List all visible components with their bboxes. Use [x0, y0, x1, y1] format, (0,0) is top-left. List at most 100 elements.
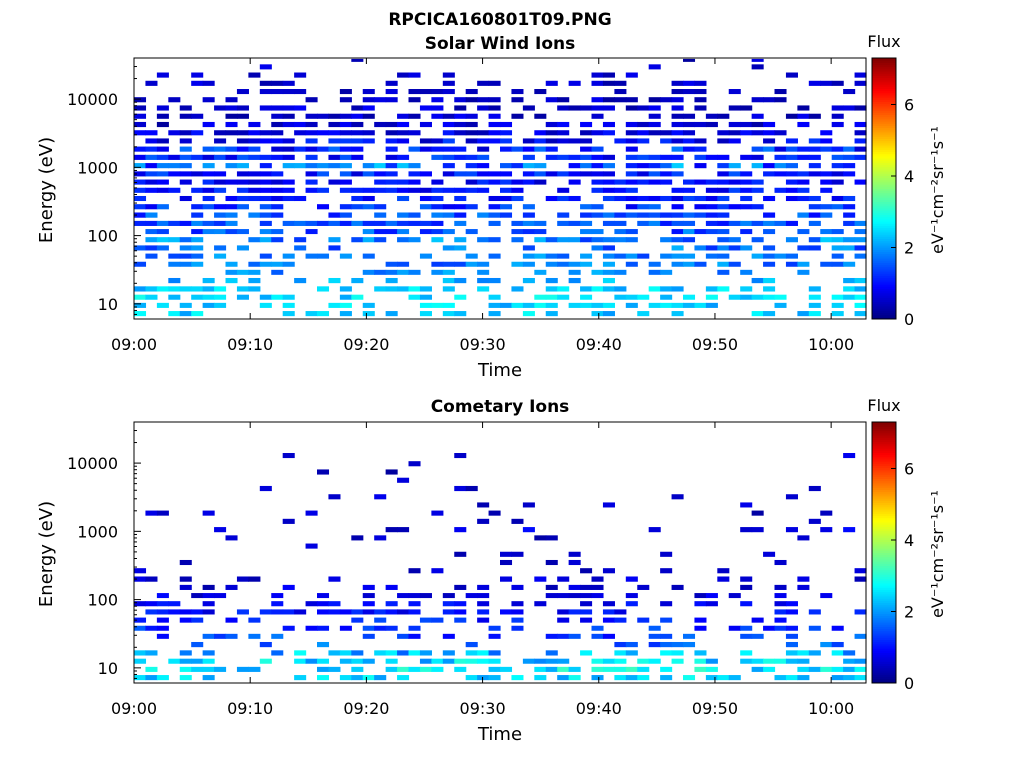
- colorbar-swatch: [872, 624, 896, 627]
- spectrogram-cell: [763, 277, 776, 284]
- spectrogram-cell: [454, 485, 467, 492]
- spectrogram-cell: [145, 229, 158, 235]
- spectrogram-cell: [694, 617, 707, 623]
- spectrogram-cell: [602, 633, 615, 639]
- spectrogram-cell: [202, 204, 215, 210]
- spectrogram-cell: [740, 527, 753, 533]
- spectrogram-cell: [408, 130, 421, 136]
- spectrogram-cell: [465, 179, 478, 185]
- spectrogram-cell: [785, 625, 798, 631]
- spectrogram-cell: [419, 138, 432, 144]
- spectrogram-cell: [580, 294, 593, 300]
- spectrogram-cell: [442, 121, 455, 128]
- colorbar-swatch: [872, 480, 896, 484]
- spectrogram-cell: [820, 641, 833, 648]
- spectrogram-cell: [191, 212, 204, 218]
- spectrogram-cell: [705, 195, 718, 202]
- spectrogram-cell: [728, 121, 741, 128]
- spectrogram-cell: [694, 245, 707, 251]
- colorbar-swatch: [872, 532, 896, 536]
- time-axis: 09:00 09:10 09:20 09:30 09:40 09:50 10:00: [111, 58, 854, 354]
- spectrogram-cell: [522, 179, 535, 185]
- spectrogram-cell: [488, 277, 501, 284]
- spectrogram-cell: [259, 253, 272, 259]
- spectrogram-cell: [637, 163, 650, 169]
- spectrogram-cell: [511, 675, 524, 681]
- spectrogram-cell: [385, 163, 398, 169]
- spectrogram-cell: [294, 105, 307, 111]
- spectrogram-cell: [271, 601, 284, 607]
- spectrogram-cell: [145, 609, 158, 615]
- spectrogram-cell: [236, 179, 249, 185]
- spectrogram-cell: [317, 130, 330, 136]
- spectrogram-cell: [168, 187, 181, 193]
- spectrogram-cell: [225, 121, 238, 128]
- colorbar-swatch: [872, 622, 896, 625]
- spectrogram-cell: [614, 138, 627, 144]
- spectrogram-cell: [854, 658, 867, 664]
- spectrogram-cell: [339, 113, 352, 119]
- spectrogram-cell: [648, 302, 661, 308]
- spectrogram-cell: [465, 89, 478, 95]
- spectrogram-cell: [374, 494, 387, 500]
- spectrogram-cell: [625, 229, 638, 235]
- spectrogram-cell: [168, 237, 181, 243]
- x-tick-label: 09:10: [227, 335, 273, 354]
- spectrogram-cell: [454, 245, 467, 251]
- spectrogram-cell: [339, 89, 352, 95]
- spectrogram-cell: [820, 138, 833, 144]
- spectrogram-cell: [259, 64, 272, 70]
- spectrogram-cell: [637, 617, 650, 623]
- spectrogram-cell: [728, 179, 741, 185]
- spectrogram-cell: [568, 179, 581, 185]
- spectrogram-cell: [191, 229, 204, 235]
- spectrogram-cell: [763, 294, 776, 300]
- spectrogram-cell: [236, 666, 249, 672]
- spectrogram-cell: [648, 163, 661, 169]
- spectrogram-cell: [774, 154, 787, 160]
- spectrogram-cell: [259, 179, 272, 185]
- colorbar-swatch: [872, 450, 896, 453]
- spectrogram-cell: [831, 237, 844, 243]
- spectrogram-cell: [191, 666, 204, 672]
- colorbar-label: eV⁻¹cm⁻²sr⁻¹s⁻¹: [928, 490, 947, 618]
- colorbar-swatch: [872, 435, 896, 438]
- spectrogram-cell: [602, 195, 615, 202]
- spectrogram-cell: [431, 89, 444, 95]
- spectrogram-cell: [442, 113, 455, 119]
- spectrogram-cell: [568, 633, 581, 639]
- spectrogram-cell: [500, 163, 513, 169]
- spectrogram-cell: [431, 187, 444, 193]
- spectrogram-cell: [351, 146, 364, 152]
- spectrogram-cell: [317, 220, 330, 226]
- colorbar-swatch: [872, 422, 896, 425]
- colorbar-swatch: [872, 585, 896, 588]
- spectrogram-cell: [740, 269, 753, 275]
- x-tick-label: 09:40: [576, 699, 622, 718]
- colorbar-swatch: [872, 236, 896, 240]
- spectrogram-cell: [465, 253, 478, 259]
- spectrogram-cell: [591, 212, 604, 218]
- spectrogram-cell: [408, 601, 421, 607]
- spectrogram-cell: [168, 286, 181, 292]
- spectrogram-cell: [694, 593, 707, 599]
- spectrogram-cell: [271, 212, 284, 218]
- spectrogram-cell: [522, 171, 535, 177]
- spectrogram-cell: [419, 666, 432, 672]
- spectrogram-cell: [191, 253, 204, 259]
- colorbar-swatch: [872, 151, 896, 155]
- spectrogram-cell: [362, 195, 375, 202]
- spectrogram-cell: [282, 253, 295, 259]
- spectrogram-cell: [511, 179, 524, 185]
- spectrogram-cell: [728, 675, 741, 681]
- spectrogram-cell: [580, 253, 593, 259]
- colorbar-swatch: [872, 238, 896, 242]
- colorbar-swatch: [872, 171, 896, 174]
- spectrogram-cell: [442, 154, 455, 160]
- spectrogram-cell: [374, 229, 387, 235]
- spectrogram-cell: [214, 212, 227, 218]
- spectrogram-cell: [717, 286, 730, 292]
- spectrogram-cell: [522, 311, 535, 317]
- spectrogram-cell: [442, 130, 455, 136]
- spectrogram-cell: [248, 633, 261, 639]
